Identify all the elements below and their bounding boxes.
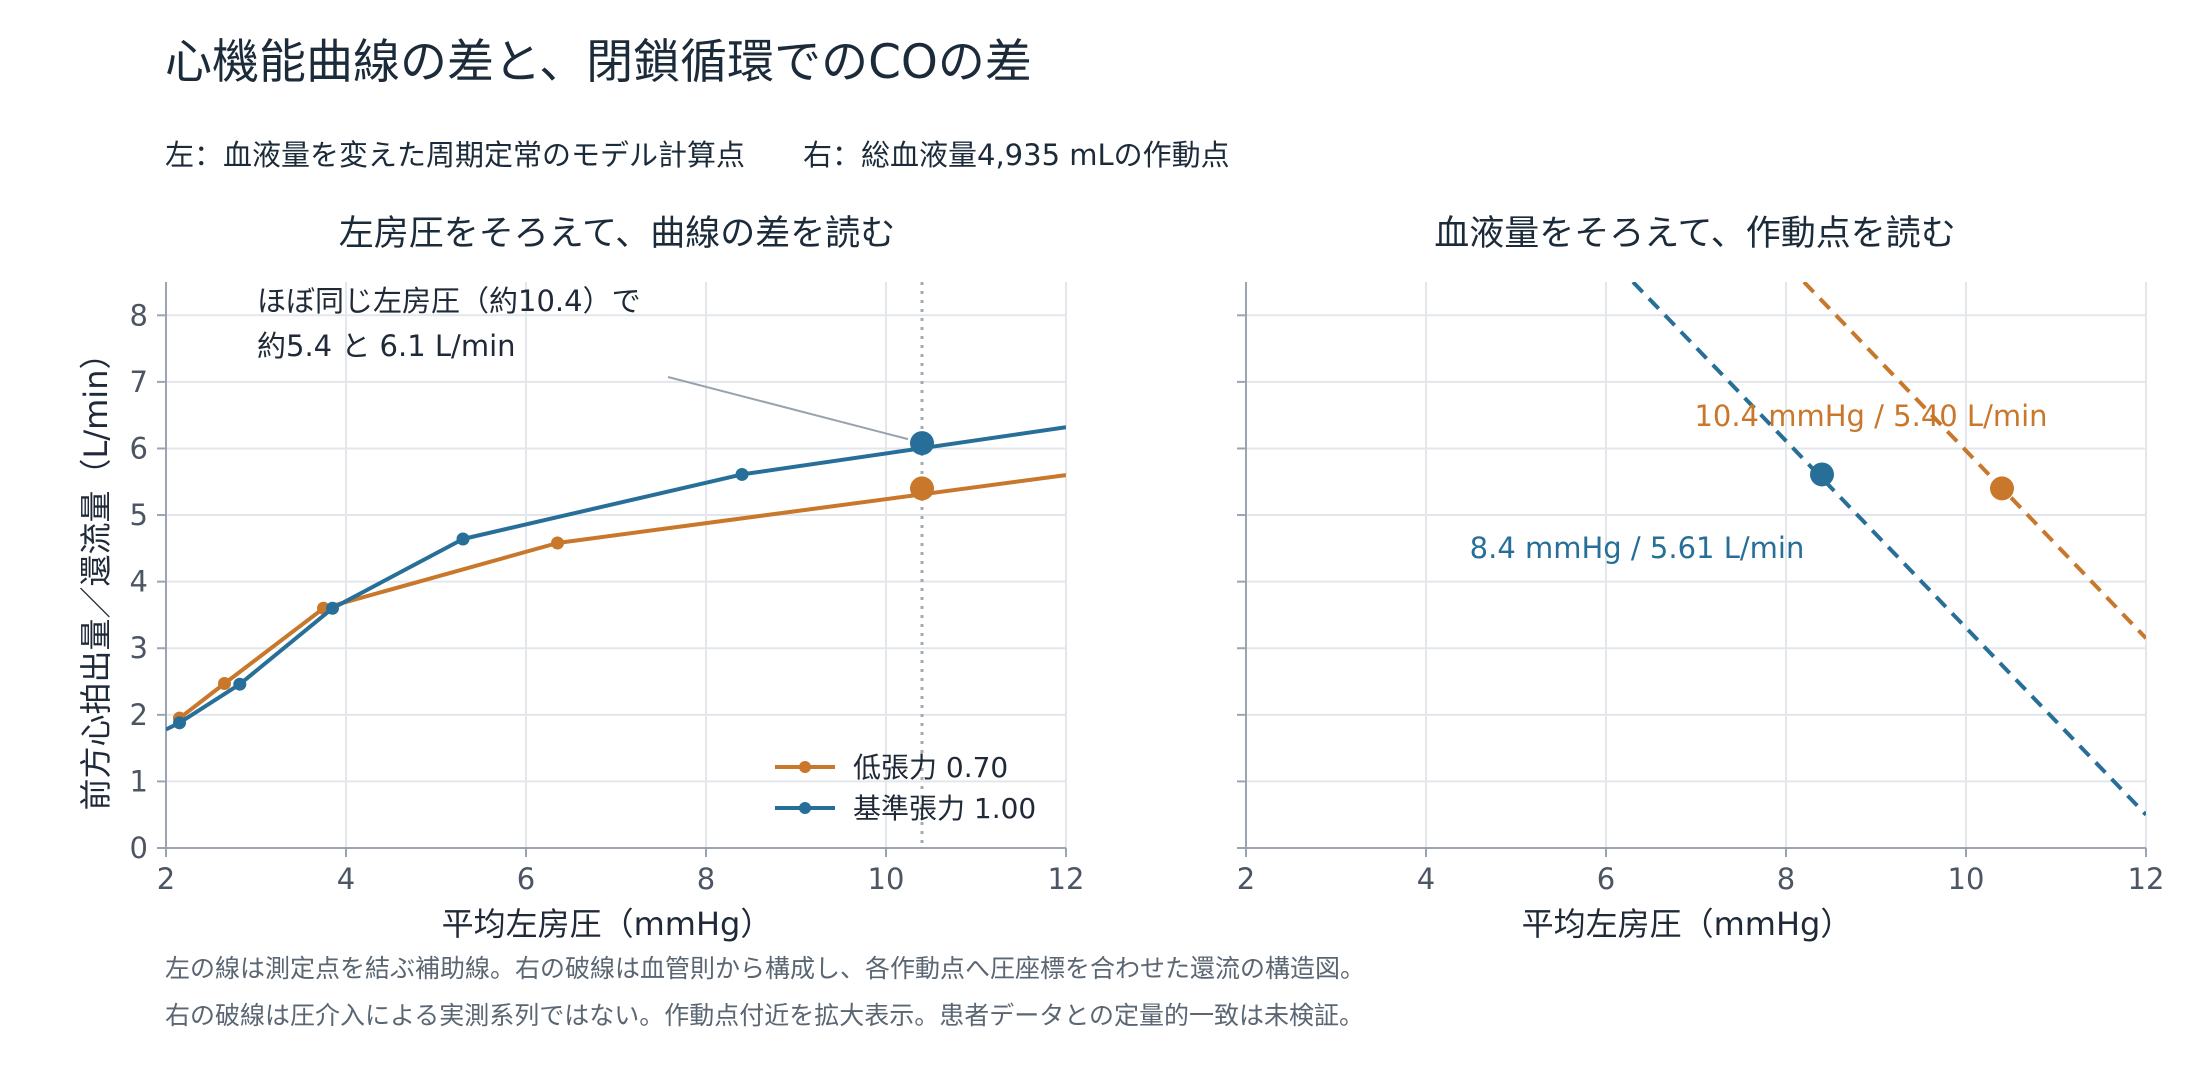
left-ytick-label: 5	[130, 498, 148, 532]
legend-marker-base	[799, 802, 811, 814]
series-low-point	[218, 677, 231, 691]
right-grid	[1245, 282, 2147, 849]
right-xlabel: 平均左房圧（mmHg）	[1522, 905, 1853, 943]
figure-subtitle: 左：血液量を変えた周期定常のモデル計算点 右：総血液量4,935 mLの作動点	[165, 138, 1230, 172]
annotation-leader	[667, 376, 909, 441]
right-chart: 血液量をそろえて、作動点を読む 2 4 6 8 10 12 8.4 mmHg / 5.61…	[1237, 214, 2165, 943]
return-line-base	[1631, 282, 2146, 817]
left-ytick-label: 0	[130, 831, 148, 865]
series-low-point	[551, 536, 564, 550]
series-base-point	[456, 532, 470, 546]
left-plot-area	[166, 282, 1066, 848]
footnote-line1: 左の線は測定点を結ぶ補助線。右の破線は血管則から構成し、各作動点へ圧座標を合わせ…	[165, 954, 1365, 983]
left-xlabel: 平均左房圧（mmHg）	[442, 905, 773, 943]
left-xtick-label: 2	[157, 862, 175, 896]
series-base-point	[173, 716, 186, 730]
return-line-low	[1802, 282, 2146, 640]
left-ytick-label: 2	[130, 698, 148, 732]
series-base-point	[233, 677, 247, 691]
footnote-line2: 右の破線は圧介入による実測系列ではない。作動点付近を拡大表示。患者データとの定量…	[165, 1001, 1364, 1030]
return-line-low-label: 10.4 mmHg / 5.40 L/min	[1694, 399, 2047, 433]
left-chart-title: 左房圧をそろえて、曲線の差を読む	[339, 214, 896, 254]
left-xtick-label: 10	[868, 862, 905, 896]
return-line-base-label: 8.4 mmHg / 5.61 L/min	[1470, 531, 1805, 565]
annotation-line2: 約5.4 と 6.1 L/min	[257, 329, 516, 363]
legend-label-base: 基準張力 1.00	[853, 792, 1036, 825]
return-line-low-operating-point	[1990, 476, 2014, 501]
left-xtick-label: 6	[517, 862, 535, 896]
legend-label-low: 低張力 0.70	[853, 751, 1008, 784]
left-ytick-label: 7	[130, 365, 148, 399]
left-ylabel: 前方心拍出量／還流量（L/min）	[77, 338, 115, 811]
return-line-base-operating-point	[1810, 462, 1834, 487]
left-ytick-label: 4	[130, 565, 148, 599]
left-xtick-label: 8	[697, 862, 715, 896]
series-base-highlight-point	[910, 431, 934, 456]
figure-title: 心機能曲線の差と、閉鎖循環でのCOの差	[165, 35, 1032, 90]
right-axes: 2 4 6 8 10 12	[1237, 282, 2165, 896]
left-ytick-label: 8	[130, 298, 148, 332]
left-xtick-label: 4	[337, 862, 355, 896]
left-ytick-label: 6	[130, 431, 148, 465]
series-base-line	[166, 425, 1066, 732]
right-chart-title: 血液量をそろえて、作動点を読む	[1434, 214, 1956, 254]
right-xtick-label: 12	[2128, 862, 2165, 896]
legend: 低張力 0.70 基準張力 1.00	[775, 751, 1036, 825]
series-low-highlight-point	[910, 476, 934, 501]
series-base-point	[735, 467, 749, 481]
series-base-point	[326, 601, 339, 615]
right-xtick-label: 6	[1597, 862, 1615, 896]
right-xtick-label: 8	[1777, 862, 1795, 896]
left-xtick-label: 12	[1048, 862, 1085, 896]
right-xtick-label: 10	[1948, 862, 1985, 896]
left-ytick-label: 3	[130, 631, 148, 665]
left-ytick-label: 1	[130, 764, 148, 798]
series-low-line	[178, 473, 1066, 720]
right-plot-area: 8.4 mmHg / 5.61 L/min 10.4 mmHg / 5.40 L/…	[1470, 282, 2146, 817]
legend-marker-low	[799, 761, 811, 773]
right-xtick-label: 4	[1417, 862, 1435, 896]
annotation-line1: ほぼ同じ左房圧（約10.4）で	[257, 284, 641, 318]
right-xtick-label: 2	[1237, 862, 1255, 896]
